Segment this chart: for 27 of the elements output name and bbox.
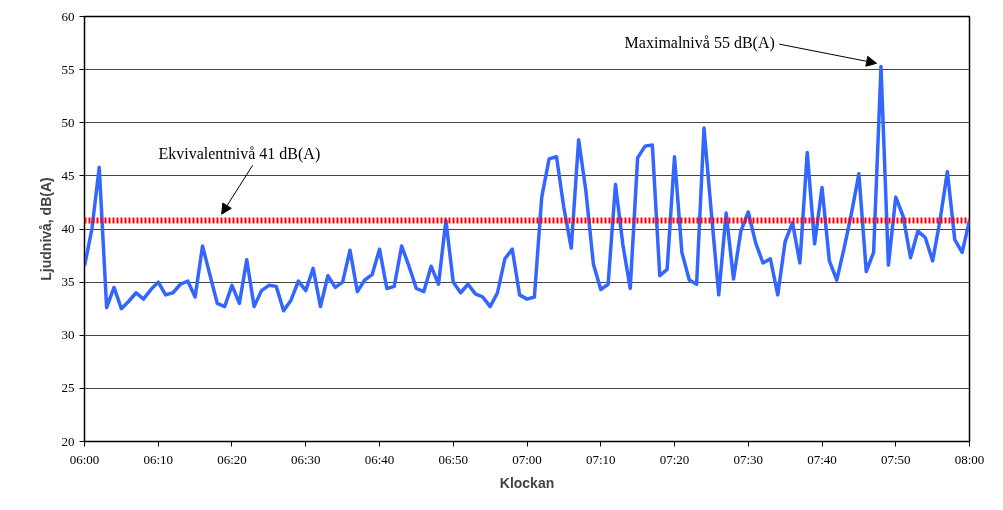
x-tick-label: 06:30 [290, 451, 321, 467]
y-tick-label: 25 [61, 380, 75, 396]
x-tick-label: 06:20 [217, 451, 247, 467]
x-tick-label: 07:20 [659, 451, 690, 467]
x-tick-label: 07:40 [807, 451, 837, 467]
x-tick-label: 06:00 [69, 451, 100, 467]
y-tick-label: 55 [61, 61, 75, 77]
y-tick-label: 50 [61, 114, 75, 130]
y-tick-label: 45 [61, 167, 75, 183]
line-series [84, 64, 970, 313]
ref-line-label: Ekvivalentnivå 41 dB(A) [158, 145, 321, 164]
y-tick-label: 30 [61, 327, 75, 343]
y-tick-label: 20 [61, 433, 75, 449]
y-axis-title: Ljudnivå, dB(A) [37, 177, 54, 281]
x-axis-title: Klockan [499, 474, 555, 491]
y-tick-label: 35 [61, 274, 75, 290]
x-tick-label: 07:10 [585, 451, 616, 467]
annotation: Maximalnivå 55 dB(A) [624, 33, 775, 52]
x-tick-label: 07:30 [733, 451, 764, 467]
y-tick-label: 40 [61, 221, 75, 236]
x-tick-label: 07:00 [512, 451, 542, 467]
x-tick-label: 07:50 [880, 451, 911, 467]
y-tick-label: 60 [61, 8, 75, 24]
x-tick-label: 06:50 [438, 451, 469, 467]
x-tick-label: 06:40 [364, 451, 395, 467]
x-tick-label: 08:00 [954, 451, 985, 467]
x-tick-label: 06:10 [143, 451, 174, 467]
